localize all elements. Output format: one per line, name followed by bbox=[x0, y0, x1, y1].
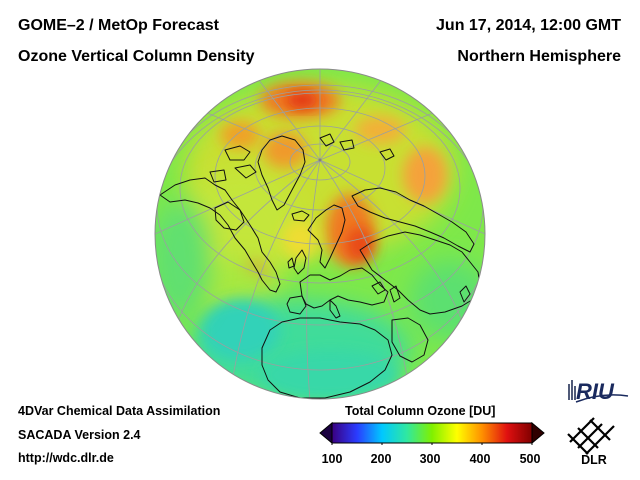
globe-outline bbox=[154, 68, 486, 400]
europe-coast bbox=[299, 267, 389, 309]
iberia-coast bbox=[286, 295, 307, 315]
colorbar bbox=[319, 421, 545, 445]
africa-coast bbox=[261, 317, 393, 399]
greenland-coast bbox=[257, 135, 306, 211]
colorbar-low-arrow bbox=[319, 421, 333, 445]
riu-logo: RIU bbox=[568, 379, 629, 404]
siberia-coast bbox=[351, 187, 475, 253]
arctic-islands bbox=[209, 133, 395, 183]
colorbar-tick-label: 200 bbox=[370, 452, 392, 466]
colorbar-title: Total Column Ozone [DU] bbox=[345, 404, 496, 418]
caspian-black-sea bbox=[371, 281, 401, 303]
region-label: Northern Hemisphere bbox=[457, 48, 621, 65]
ozone-field bbox=[155, 82, 485, 399]
dlr-logo: DLR bbox=[567, 417, 615, 466]
dlr-logo-text: DLR bbox=[581, 453, 607, 466]
italy-coast bbox=[329, 299, 341, 319]
japan-coast bbox=[459, 285, 471, 303]
footer-url[interactable]: http://wdc.dlr.de bbox=[18, 451, 114, 465]
colorbar-ticks bbox=[331, 443, 533, 445]
iceland-coast bbox=[291, 210, 310, 222]
forecast-date: Jun 17, 2014, 12:00 GMT bbox=[436, 17, 621, 34]
colorbar-high-arrow bbox=[531, 421, 545, 445]
scandinavia-coast bbox=[307, 204, 346, 269]
arabia-coast bbox=[391, 317, 429, 363]
colorbar-tick-label: 300 bbox=[419, 452, 441, 466]
colorbar-tick-label: 100 bbox=[321, 452, 343, 466]
uk-coast bbox=[287, 249, 307, 275]
colorbar-tick-label: 500 bbox=[519, 452, 541, 466]
title-forecast: GOME–2 / MetOp Forecast bbox=[18, 17, 219, 34]
footer-method: 4DVar Chemical Data Assimilation bbox=[18, 404, 221, 418]
colorbar-tick-label: 400 bbox=[469, 452, 491, 466]
hudson-bay bbox=[214, 201, 245, 231]
footer-version: SACADA Version 2.4 bbox=[18, 428, 141, 442]
north-pole-marker bbox=[318, 158, 322, 162]
title-product: Ozone Vertical Column Density bbox=[18, 48, 255, 65]
dlr-emblem-icon bbox=[567, 417, 615, 455]
colorbar-gradient bbox=[331, 422, 533, 444]
coastlines bbox=[159, 133, 481, 399]
